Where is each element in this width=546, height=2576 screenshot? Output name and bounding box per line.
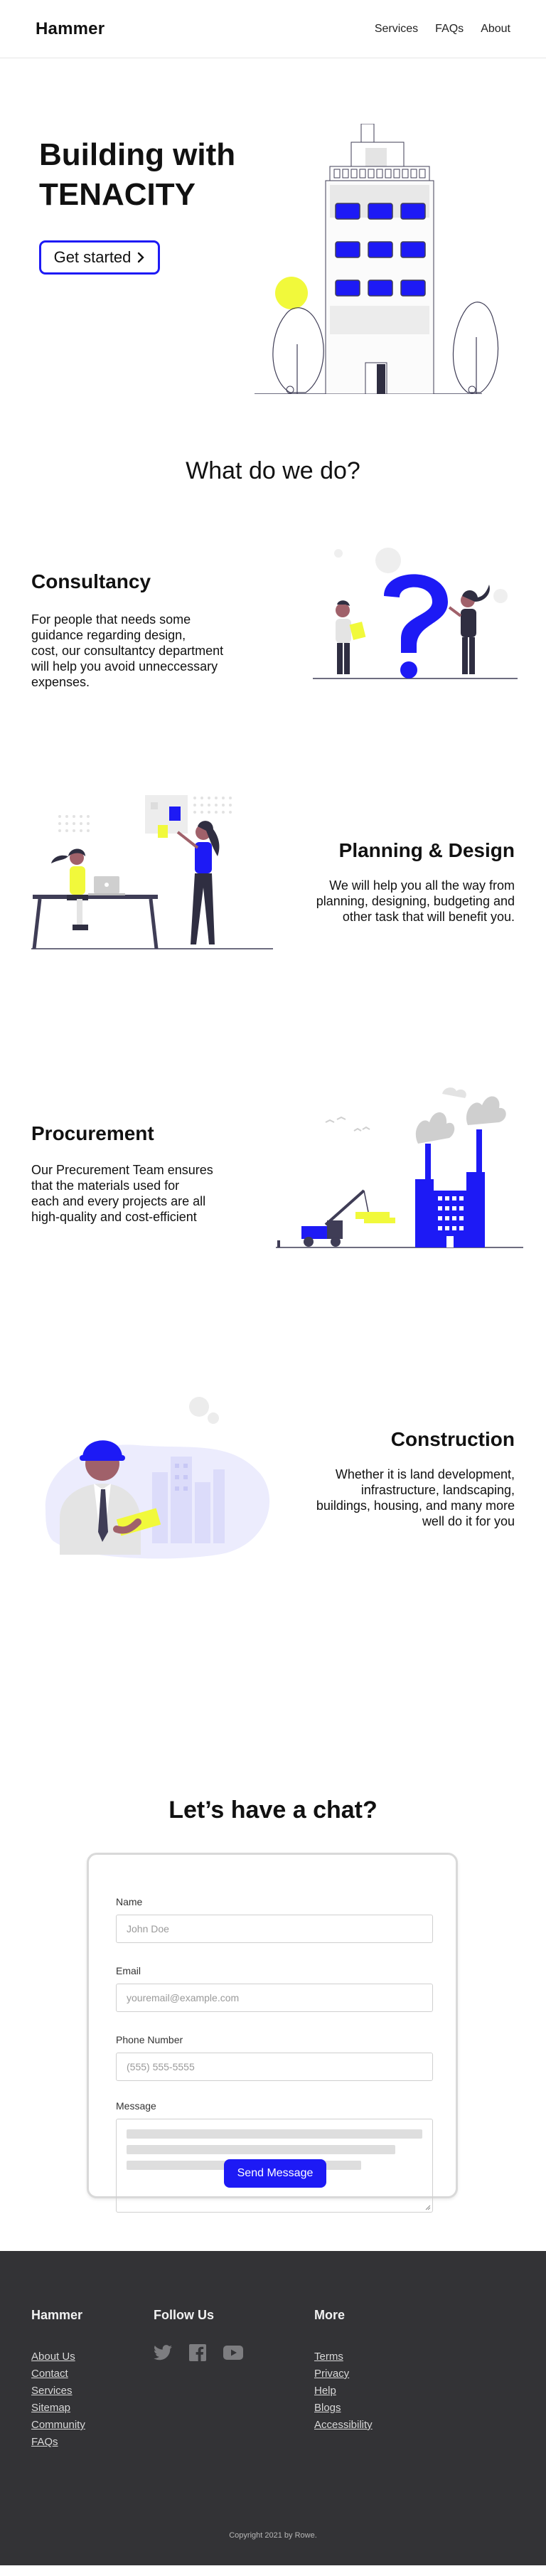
footer-link-about-us[interactable]: About Us [31,2351,75,2363]
service-description: We will help you all the way from planni… [316,878,515,924]
footer-link-terms[interactable]: Terms [314,2351,343,2363]
service-title: Procurement [31,1122,154,1144]
phone-label: Phone Number [116,2034,183,2045]
service-description: Our Precurement Team ensures that the ma… [31,1163,213,1224]
footer-link-sitemap[interactable]: Sitemap [31,2402,71,2414]
service-planning-design: Planning & Design We will help you all t… [0,795,546,1108]
email-field-group: Email [116,1965,433,2012]
contact-title: Let’s have a chat? [168,1797,378,1824]
footer-link-privacy[interactable]: Privacy [314,2368,350,2380]
social-icons [154,2344,243,2361]
phone-field-group: Phone Number [116,2034,433,2081]
building-illustration [255,124,498,394]
chevron-right-icon [138,252,145,263]
footer-col-more: More Terms Privacy Help Blogs Accessibil… [314,2308,373,2434]
nav-link-services[interactable]: Services [374,22,419,35]
facebook-icon[interactable] [189,2344,206,2361]
site-footer: Hammer About Us Contact Services Sitemap… [0,2251,546,2565]
nav-link-faqs[interactable]: FAQs [435,22,464,35]
procurement-illustration [276,1087,523,1248]
construction-illustration [45,1397,270,1559]
service-construction: Construction Whether it is land developm… [0,1393,546,1677]
copyright-text: Copyright 2021 by Rowe. [229,2531,317,2540]
name-field-group: Name [116,1896,433,1943]
service-description: Whether it is land development, infrastr… [316,1467,515,1528]
footer-link-services[interactable]: Services [31,2385,73,2397]
footer-follow-title: Follow Us [154,2308,214,2322]
planning-illustration [31,795,273,949]
hero-title: Building with Tenacity [39,135,235,215]
get-started-button[interactable]: Get started [39,240,160,275]
hero-section: Building with Tenacity Get started [0,58,546,394]
placeholder-line [127,2145,395,2154]
message-label: Message [116,2100,156,2112]
footer-link-faqs[interactable]: FAQs [31,2436,58,2448]
email-label: Email [116,1965,141,1976]
footer-link-help[interactable]: Help [314,2385,336,2397]
footer-brand: Hammer [31,2308,83,2322]
contact-form: Name Email Phone Number Message Send Mes… [87,1853,458,2213]
placeholder-line [127,2129,422,2139]
footer-link-community[interactable]: Community [31,2419,85,2431]
footer-more-title: More [314,2308,346,2322]
top-nav: Hammer Services FAQs About [0,0,546,58]
service-title: Construction [390,1428,515,1450]
service-procurement: Procurement Our Precurement Team ensures… [0,1087,546,1393]
footer-link-accessibility[interactable]: Accessibility [314,2419,373,2431]
twitter-icon[interactable] [154,2345,172,2361]
resize-handle-icon[interactable] [424,2203,431,2210]
hero-title-line2: Tenacity [39,177,196,212]
email-input[interactable] [116,1984,433,2012]
phone-input[interactable] [116,2053,433,2081]
name-label: Name [116,1896,143,1907]
hero-title-line1: Building with [39,137,236,172]
send-message-button[interactable]: Send Message [224,2159,326,2188]
service-title: Planning & Design [338,839,515,861]
nav-links: Services FAQs About [375,23,510,36]
name-input[interactable] [116,1915,433,1943]
youtube-icon[interactable] [223,2346,243,2360]
contact-section: Let’s have a chat? Name Email Phone Numb… [0,1677,546,2251]
service-description: For people that needs some guidance rega… [31,612,224,689]
service-consultancy: Consultancy For people that needs some g… [0,539,546,824]
services-title: What do we do? [186,457,360,484]
brand-logo[interactable]: Hammer [36,18,105,38]
services-heading-section: What do we do? [0,368,546,539]
message-field-group: Message [116,2100,433,2213]
footer-col-follow: Follow Us [154,2308,243,2361]
consultancy-illustration [313,548,518,679]
nav-link-about[interactable]: About [481,22,510,35]
service-title: Consultancy [31,570,151,592]
footer-link-contact[interactable]: Contact [31,2368,68,2380]
footer-col-brand: Hammer About Us Contact Services Sitemap… [31,2308,85,2451]
get-started-label: Get started [53,248,132,266]
footer-link-blogs[interactable]: Blogs [314,2402,341,2414]
